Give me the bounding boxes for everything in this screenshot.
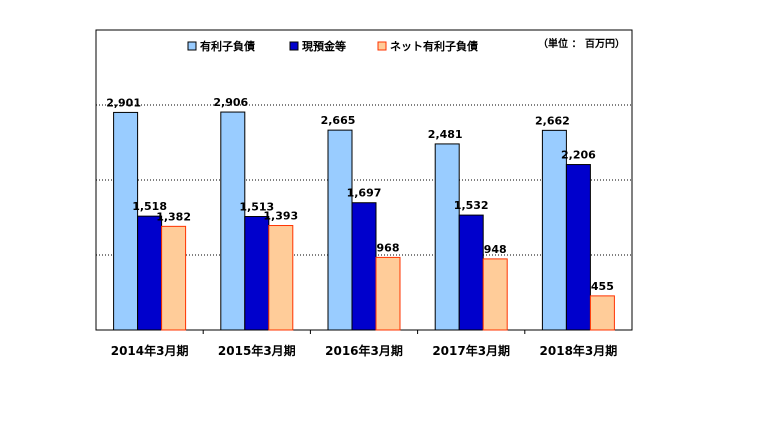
legend-swatch [377,41,387,51]
data-label: 2,481 [428,128,463,141]
bar-2-2 [244,216,270,331]
data-label: 2,906 [213,96,248,109]
legend-label: 有利子負債 [200,39,255,53]
data-label: 1,518 [132,200,167,213]
bar-1-5 [541,129,567,331]
data-label: 455 [591,280,614,293]
bar-3-1 [161,225,187,331]
category-label: 2015年3月期 [218,343,296,358]
category-label: 2017年3月期 [432,343,510,358]
bar-1-1 [113,111,139,331]
bar-2-3 [351,202,377,331]
bar-2-1 [137,215,163,331]
bar-3-4 [482,258,508,331]
data-label: 1,513 [239,201,274,214]
legend-label: ネット有利子負債 [390,39,478,53]
data-label: 1,697 [347,187,382,200]
bar-3-2 [268,225,294,331]
legend-swatch [289,41,299,51]
data-label: 2,206 [561,149,596,162]
bar-3-5 [589,295,615,331]
category-label: 2014年3月期 [111,343,189,358]
data-label: 968 [377,241,400,254]
category-label: 2016年3月期 [325,343,403,358]
bar-3-3 [375,256,401,331]
data-label: 2,901 [106,96,141,109]
bar-1-3 [327,129,353,331]
bars [113,111,615,331]
category-label: 2018年3月期 [540,343,618,358]
bar-2-5 [565,164,591,331]
data-label: 1,532 [454,199,489,212]
legend: 有利子負債 現預金等 ネット有利子負債 [187,39,478,53]
data-label: 2,665 [321,114,356,127]
data-label: 1,393 [263,210,298,223]
data-label: 1,382 [156,210,191,223]
bar-1-2 [220,111,246,331]
legend-swatch [187,41,197,51]
bar-2-4 [458,214,484,331]
data-label: 2,662 [535,114,570,127]
legend-label: 現預金等 [302,39,346,53]
unit-label: （単位 ： 百万円） [538,37,625,50]
data-label: 948 [484,243,507,256]
category-labels: 2014年3月期 2015年3月期 2016年3月期 2017年3月期 2018年3月期 [111,330,618,358]
bar-1-4 [434,143,460,331]
